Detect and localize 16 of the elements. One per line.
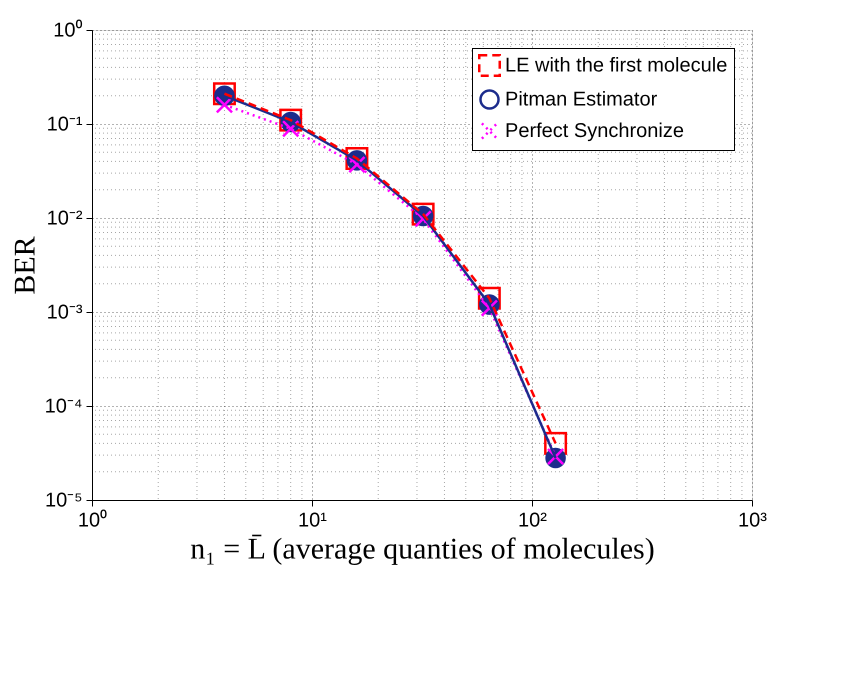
x-tick-label: 10² [518,510,548,532]
y-tick-label: 10⁻² [46,208,83,230]
legend-label: Pitman Estimator [505,88,658,110]
x-tick-label: 10⁰ [78,508,108,532]
y-axis-title: BER [8,236,42,295]
x-tick-label: 10³ [738,510,768,532]
x-axis-title: n₁ = L̄ (average quanties of molecules) [190,532,655,566]
y-tick-label: 10⁻¹ [46,114,83,136]
legend-label: Perfect Synchronize [505,120,684,142]
x-tick-label: 10¹ [298,510,328,532]
y-tick-label: 10⁻³ [46,302,83,324]
y-tick-label: 10⁻⁴ [44,396,82,418]
y-tick-label: 10⁻⁵ [44,490,82,512]
y-tick-label: 10⁰ [53,18,82,42]
point [216,96,234,114]
legend-label: LE with the first molecule [505,54,728,76]
